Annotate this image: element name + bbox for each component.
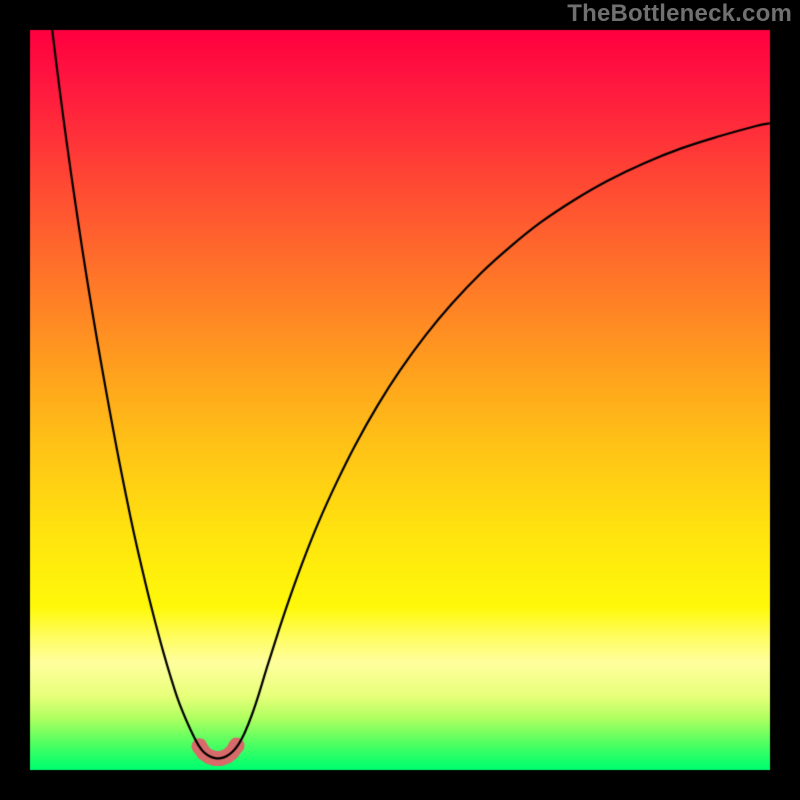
chart-container: TheBottleneck.com [0,0,800,800]
watermark-text: TheBottleneck.com [567,0,792,28]
bottleneck-chart-canvas [0,0,800,800]
